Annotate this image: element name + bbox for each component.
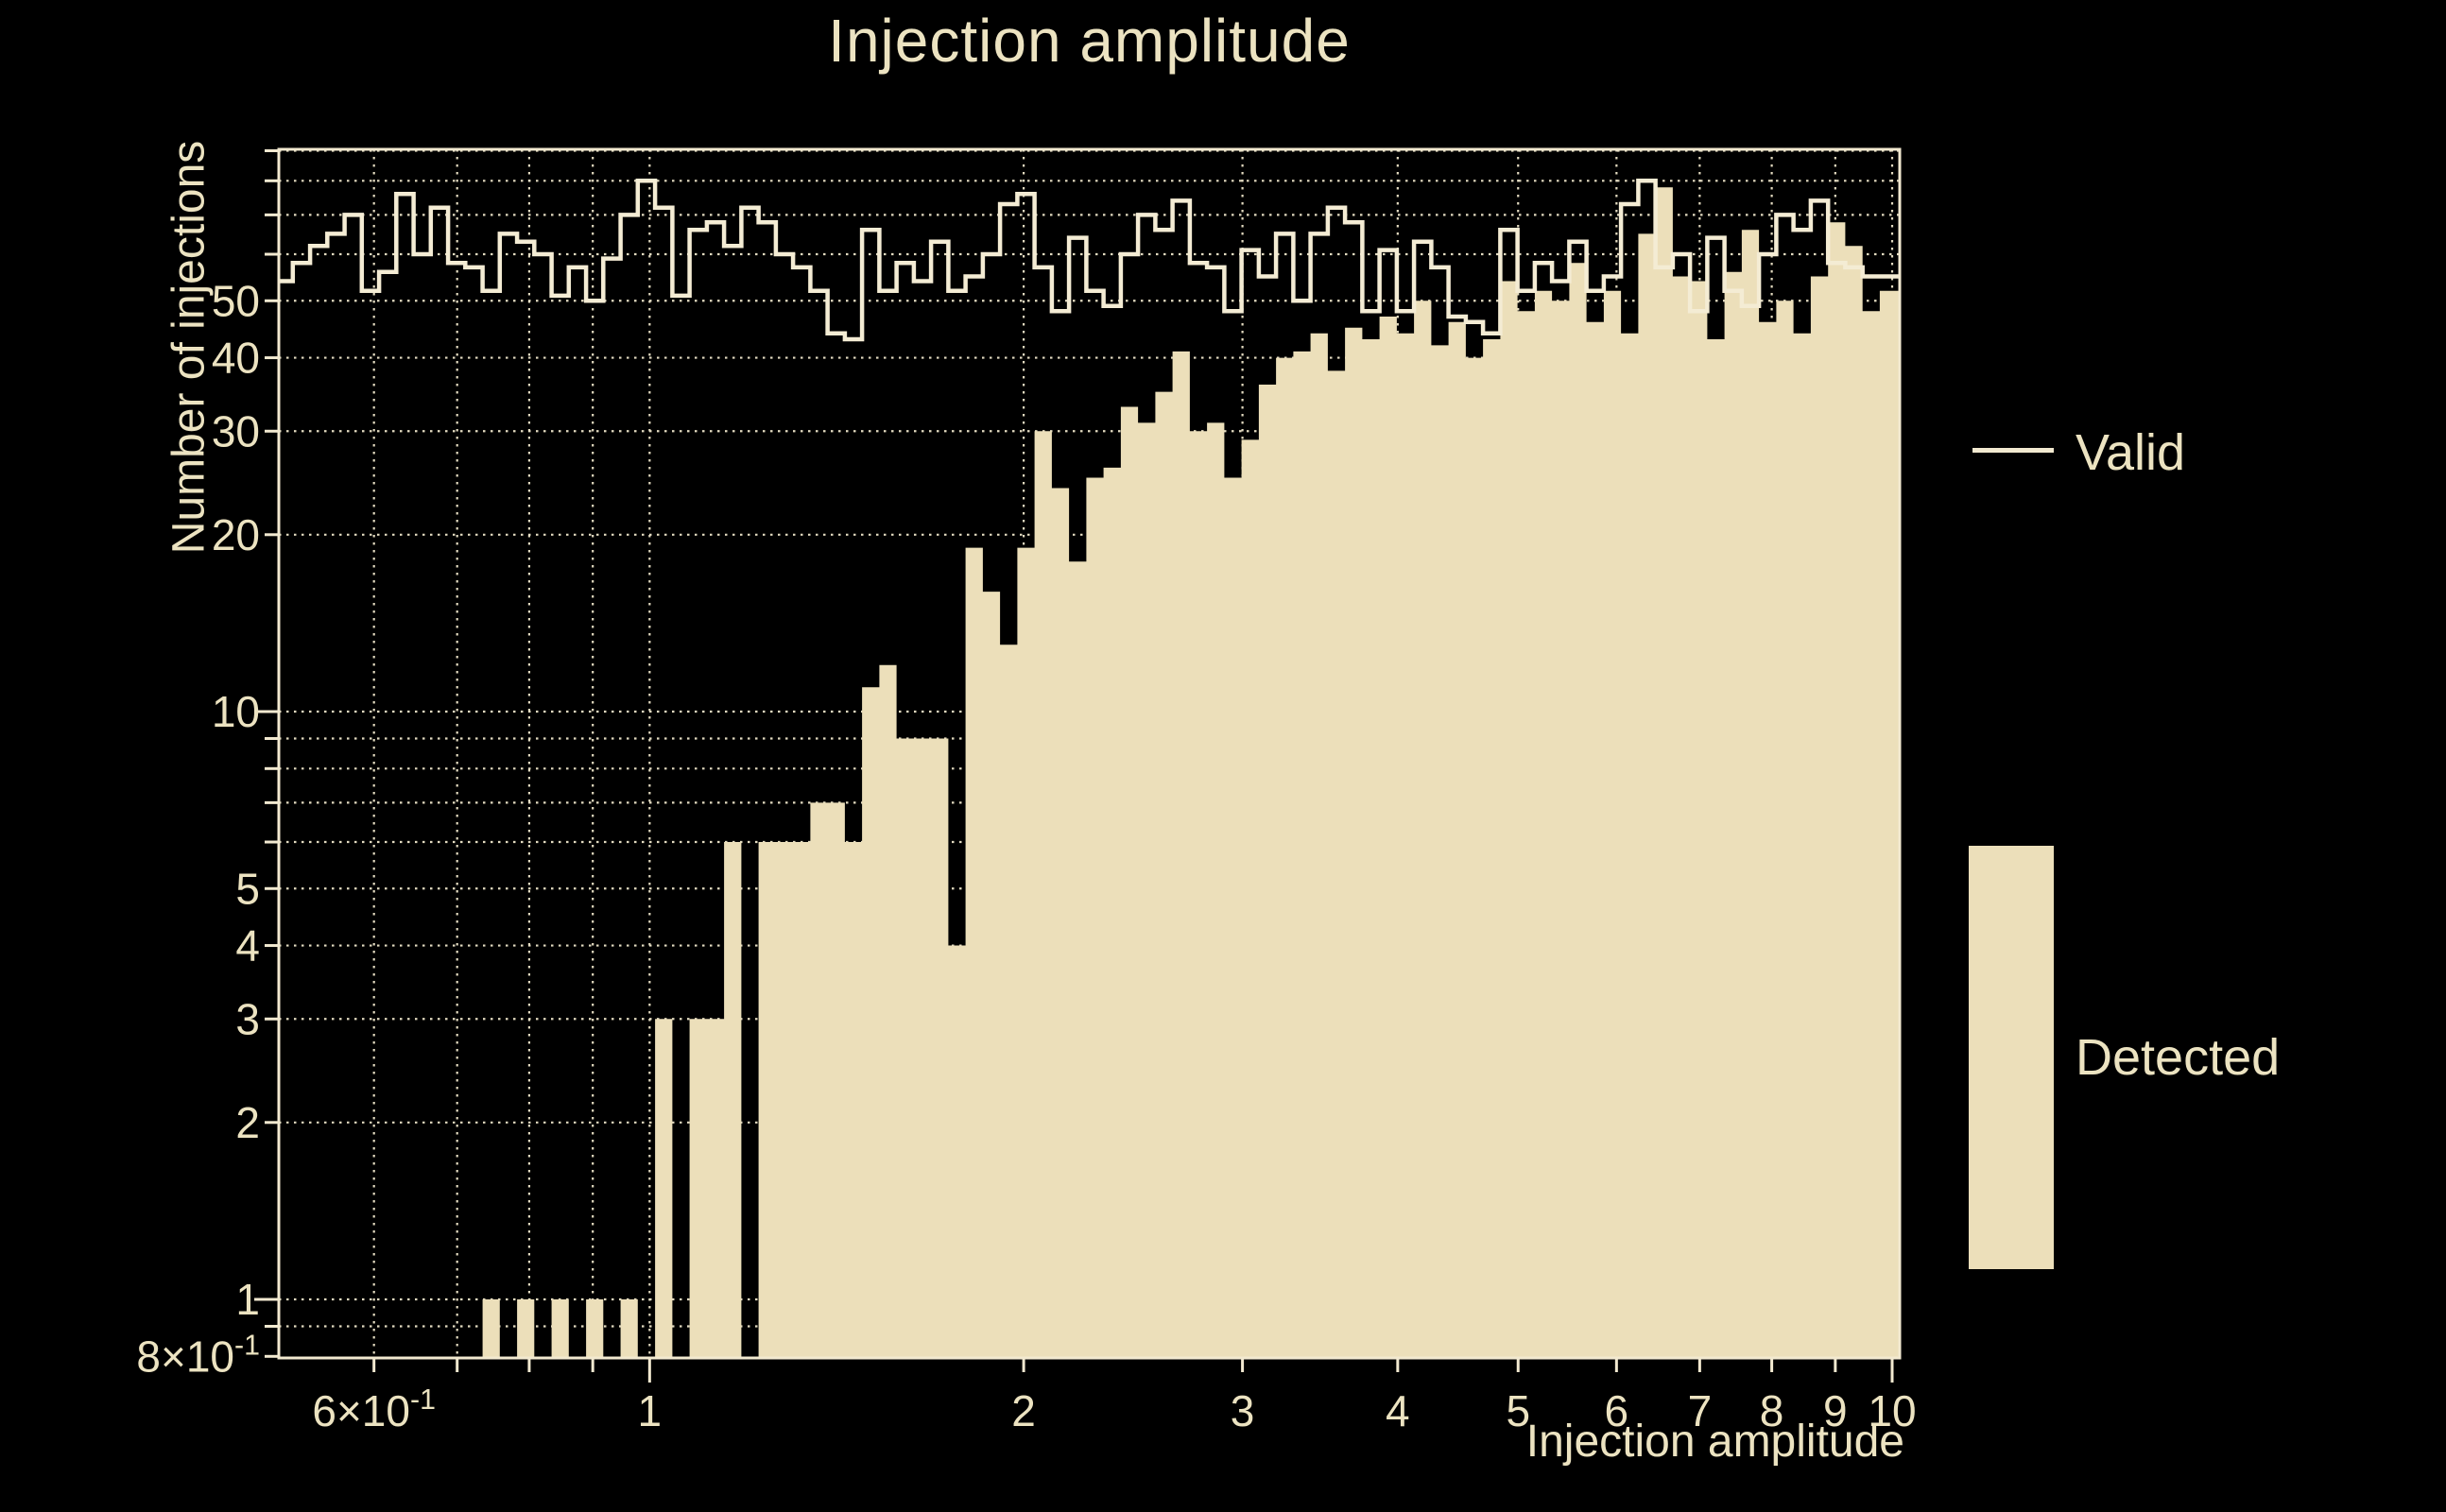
legend-valid-label: Valid bbox=[2076, 424, 2186, 481]
svg-text:6×10-1: 6×10-1 bbox=[312, 1384, 436, 1435]
svg-text:3: 3 bbox=[1231, 1386, 1255, 1435]
svg-text:8×10-1: 8×10-1 bbox=[136, 1330, 260, 1381]
svg-text:10: 10 bbox=[212, 687, 260, 736]
svg-text:2: 2 bbox=[1011, 1386, 1036, 1435]
svg-text:2: 2 bbox=[235, 1098, 260, 1147]
svg-text:5: 5 bbox=[1506, 1386, 1530, 1435]
legend-detected-label: Detected bbox=[2076, 1029, 2281, 1086]
svg-text:20: 20 bbox=[212, 510, 260, 559]
legend-detected-swatch bbox=[1969, 846, 2054, 1269]
svg-text:30: 30 bbox=[212, 406, 260, 455]
svg-text:1: 1 bbox=[638, 1386, 663, 1435]
svg-text:4: 4 bbox=[1386, 1386, 1410, 1435]
svg-text:40: 40 bbox=[212, 334, 260, 383]
svg-text:3: 3 bbox=[235, 994, 260, 1043]
svg-text:8: 8 bbox=[1760, 1386, 1784, 1435]
svg-text:9: 9 bbox=[1823, 1386, 1848, 1435]
plot-area: 6×10-1 1 2 3 4 5 6 7 8 9 10 8×10-1 1 2 3 4 5 10 20 30 40 50 bbox=[136, 147, 1917, 1435]
svg-text:7: 7 bbox=[1688, 1386, 1713, 1435]
svg-text:5: 5 bbox=[235, 864, 260, 913]
svg-text:10: 10 bbox=[1868, 1386, 1916, 1435]
x-axis-title: Injection amplitude bbox=[1525, 1417, 1904, 1467]
svg-text:6: 6 bbox=[1605, 1386, 1629, 1435]
svg-text:50: 50 bbox=[212, 276, 260, 325]
svg-text:1: 1 bbox=[235, 1275, 260, 1324]
svg-text:4: 4 bbox=[235, 921, 260, 971]
legend-valid-line-sample bbox=[1972, 448, 2054, 453]
chart-title: Injection amplitude bbox=[828, 7, 1351, 75]
y-axis-title: Number of injections bbox=[164, 140, 215, 555]
